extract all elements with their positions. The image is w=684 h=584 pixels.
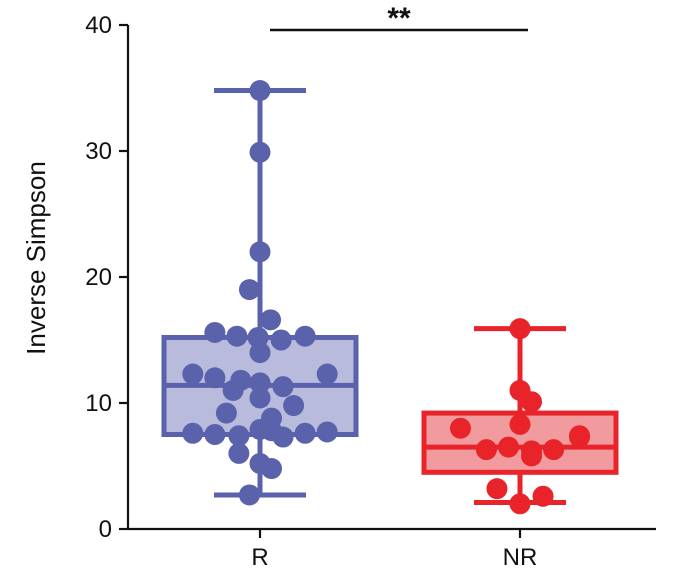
y-tick-label: 10 [85, 390, 112, 417]
y-tick-label: 40 [85, 12, 112, 39]
data-point [249, 241, 271, 263]
data-point [316, 421, 338, 443]
y-tick-label: 0 [99, 516, 112, 543]
data-point [249, 141, 271, 163]
data-point [521, 445, 543, 467]
data-points [182, 80, 591, 515]
significance-annotation: ** [270, 2, 528, 35]
data-point [249, 342, 271, 364]
data-point [509, 493, 531, 515]
data-point [204, 321, 226, 343]
data-point [261, 458, 283, 480]
data-point [249, 387, 271, 409]
data-point [204, 424, 226, 445]
data-point [294, 422, 316, 444]
data-point [182, 422, 204, 444]
axes: 0 10 20 30 40 R NR [85, 12, 656, 571]
x-tick-label: NR [503, 544, 538, 571]
data-point [238, 484, 260, 506]
data-point [569, 425, 591, 447]
data-point [449, 417, 471, 439]
data-point [521, 391, 543, 413]
data-point [475, 439, 497, 461]
data-point [249, 372, 271, 394]
data-point [509, 318, 531, 340]
data-point [260, 309, 282, 331]
data-point [215, 402, 237, 424]
data-point [228, 442, 250, 464]
data-point [283, 395, 305, 417]
x-tick-label: R [251, 544, 268, 571]
data-point [497, 436, 519, 458]
data-point [204, 367, 226, 389]
y-tick-label: 20 [85, 264, 112, 291]
data-point [294, 325, 316, 347]
significance-label: ** [387, 2, 411, 35]
data-point [543, 439, 565, 461]
data-point [249, 418, 271, 440]
data-point [249, 80, 271, 102]
data-point [272, 426, 294, 448]
data-point [226, 325, 248, 347]
data-point [532, 485, 554, 507]
data-point [316, 363, 338, 385]
y-tick-label: 30 [85, 138, 112, 165]
y-axis-title: Inverse Simpson [21, 161, 51, 355]
data-point [272, 376, 294, 398]
data-point [238, 279, 260, 301]
data-point [182, 363, 204, 385]
data-point [228, 425, 250, 447]
data-point [270, 329, 292, 351]
data-point [222, 379, 244, 401]
data-point [509, 413, 531, 435]
data-point [486, 478, 508, 500]
